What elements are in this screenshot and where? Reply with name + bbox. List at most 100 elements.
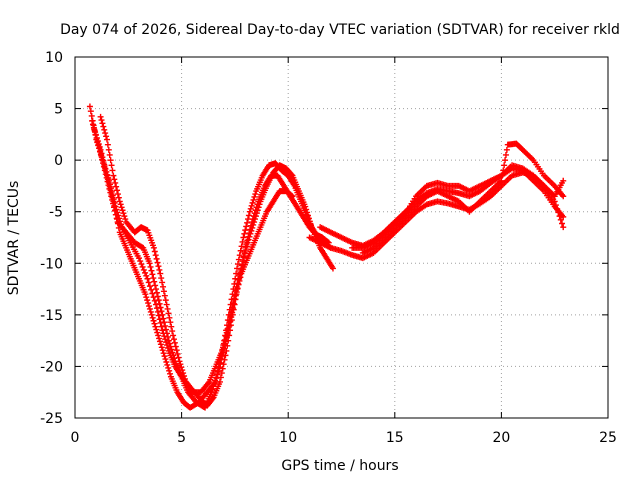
data-point [502,151,509,158]
data-point [560,177,567,184]
data-point [154,329,161,336]
data-point [160,315,167,322]
data-point [93,135,100,142]
data-point [215,367,222,374]
data-point [98,117,105,124]
data-point [163,359,170,366]
data-point [147,263,154,270]
series-track-3 [97,113,334,396]
data-point [165,364,172,371]
data-point [115,194,122,201]
data-point [135,255,142,262]
data-point [145,279,152,286]
data-point [304,212,311,219]
data-point [104,141,111,148]
y-tick-label: -15 [40,308,63,324]
data-point [114,191,121,198]
data-point [173,347,180,354]
data-point [234,285,241,292]
x-tick-label: 10 [279,430,297,446]
series-track-6 [317,165,567,249]
data-point [307,221,314,228]
data-point [159,279,166,286]
data-point [248,227,255,234]
y-tick-label: 0 [54,153,63,169]
data-point [233,289,240,296]
data-point [160,283,167,290]
data-point [222,338,229,345]
data-point [238,243,245,250]
data-point [99,154,106,161]
data-point [152,282,159,289]
data-point [252,213,259,220]
data-point [228,314,235,321]
data-point [113,211,120,218]
data-point [213,375,220,382]
data-point [151,248,158,255]
data-point [92,129,99,136]
data-point [109,167,116,174]
data-point [153,255,160,262]
data-point [289,193,296,200]
data-point [226,322,233,329]
data-point [89,117,96,124]
data-point [245,212,252,219]
data-point [174,350,181,357]
data-point [158,323,165,330]
data-point [498,177,505,184]
data-point [176,358,183,365]
data-point [157,304,164,311]
data-point [137,258,144,265]
data-point [154,293,161,300]
data-point [178,364,185,371]
series-track-8 [349,162,567,251]
data-point [236,277,243,284]
data-point [110,198,117,205]
data-point [256,201,263,208]
data-point [146,305,153,312]
data-point [149,314,156,321]
data-point [223,334,230,341]
series-track-1 [86,103,332,409]
x-tick-label: 5 [177,430,186,446]
data-point [156,316,163,323]
data-point [169,349,176,356]
data-point [154,308,161,315]
data-point [96,143,103,150]
data-point [230,300,237,307]
data-point [99,120,106,127]
data-point [249,224,256,231]
y-tick-label: -25 [40,411,63,427]
data-point [229,309,236,316]
data-point [167,370,174,377]
data-point [503,146,510,153]
data-point [171,355,178,362]
data-point [164,305,171,312]
data-point [156,338,163,345]
data-point [165,310,172,317]
data-point [306,218,313,225]
data-point [233,270,240,277]
data-point [237,274,244,281]
data-point [227,313,234,320]
data-point [164,361,171,368]
data-point [109,194,116,201]
data-point [156,335,163,342]
data-point [101,126,108,133]
series-track-4 [91,126,296,411]
data-point [157,270,164,277]
grid-lines [75,57,608,418]
data-point [97,146,104,153]
data-point [248,202,255,209]
data-point [242,247,249,254]
data-point [162,297,169,304]
data-point [154,259,161,266]
data-point [172,343,179,350]
data-point [150,275,157,282]
data-point [121,213,128,220]
data-point [255,204,262,211]
data-point [114,216,121,223]
data-point [103,136,110,143]
data-point [254,207,261,214]
data-point [120,210,127,217]
